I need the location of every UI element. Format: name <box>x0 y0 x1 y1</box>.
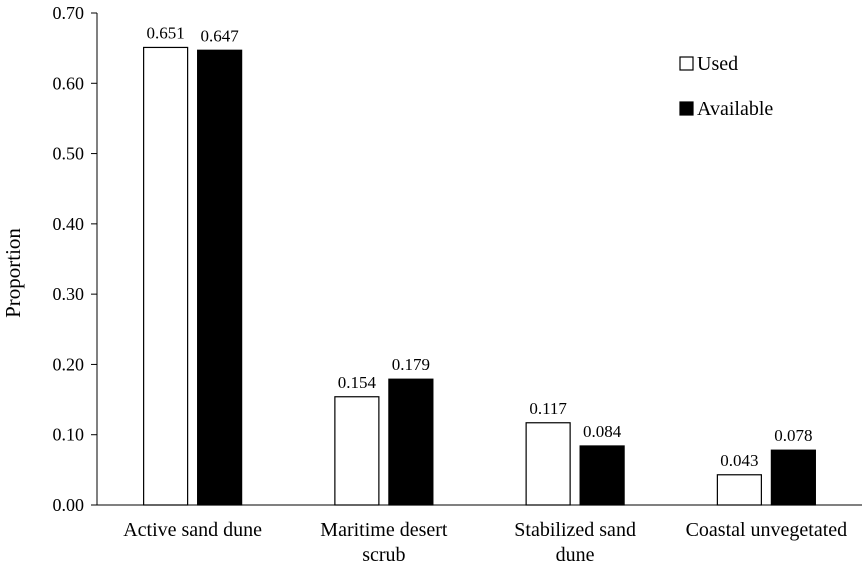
bar-used-2 <box>525 422 571 506</box>
y-tick-label: 0.00 <box>53 495 85 515</box>
bar-used-0 <box>143 46 189 506</box>
legend-swatch-available <box>679 101 694 116</box>
y-tick-label: 0.10 <box>53 425 85 445</box>
data-labels: 0.651 0.647 0.154 0.179 0.117 0.084 0.043 0.078 <box>147 23 813 469</box>
legend-label-used: Used <box>697 53 738 75</box>
x-category-label: Coastal unvegetated <box>686 519 848 541</box>
legend: Used Available <box>679 53 773 120</box>
y-tick-label: 0.40 <box>53 214 85 234</box>
data-label-used: 0.651 <box>147 23 185 42</box>
bar-used-3 <box>716 474 762 506</box>
x-category-label: scrub <box>362 544 405 566</box>
data-label-available: 0.084 <box>583 422 622 441</box>
x-category-label: Stabilized sand <box>514 519 636 541</box>
data-label-available: 0.647 <box>201 26 240 45</box>
bars <box>143 46 816 506</box>
data-label-used: 0.117 <box>529 399 567 418</box>
y-tick-label: 0.60 <box>53 73 85 93</box>
bar-available-3 <box>770 449 816 506</box>
y-axis-ticks: 0.00 0.10 0.20 0.30 0.40 0.50 0.60 0.70 <box>53 3 97 515</box>
y-tick-label: 0.70 <box>53 3 85 23</box>
y-tick-label: 0.50 <box>53 144 85 164</box>
data-label-used: 0.043 <box>720 451 758 470</box>
data-label-available: 0.179 <box>392 355 430 374</box>
legend-swatch-used <box>679 56 694 71</box>
data-label-used: 0.154 <box>338 373 377 392</box>
x-category-label: Maritime desert <box>320 519 448 541</box>
bar-available-0 <box>197 49 243 506</box>
data-label-available: 0.078 <box>774 426 812 445</box>
bar-available-2 <box>579 445 625 506</box>
bar-used-1 <box>334 396 380 506</box>
x-category-label: Active sand dune <box>123 519 262 541</box>
y-tick-label: 0.30 <box>53 284 85 304</box>
x-axis-labels: Active sand dune Maritime desert scrub Stab… <box>123 519 847 566</box>
y-axis-title: Proportion <box>1 228 25 318</box>
legend-label-available: Available <box>697 98 773 120</box>
x-category-label: dune <box>556 544 595 566</box>
y-tick-label: 0.20 <box>53 354 85 374</box>
bar-available-1 <box>388 378 434 506</box>
